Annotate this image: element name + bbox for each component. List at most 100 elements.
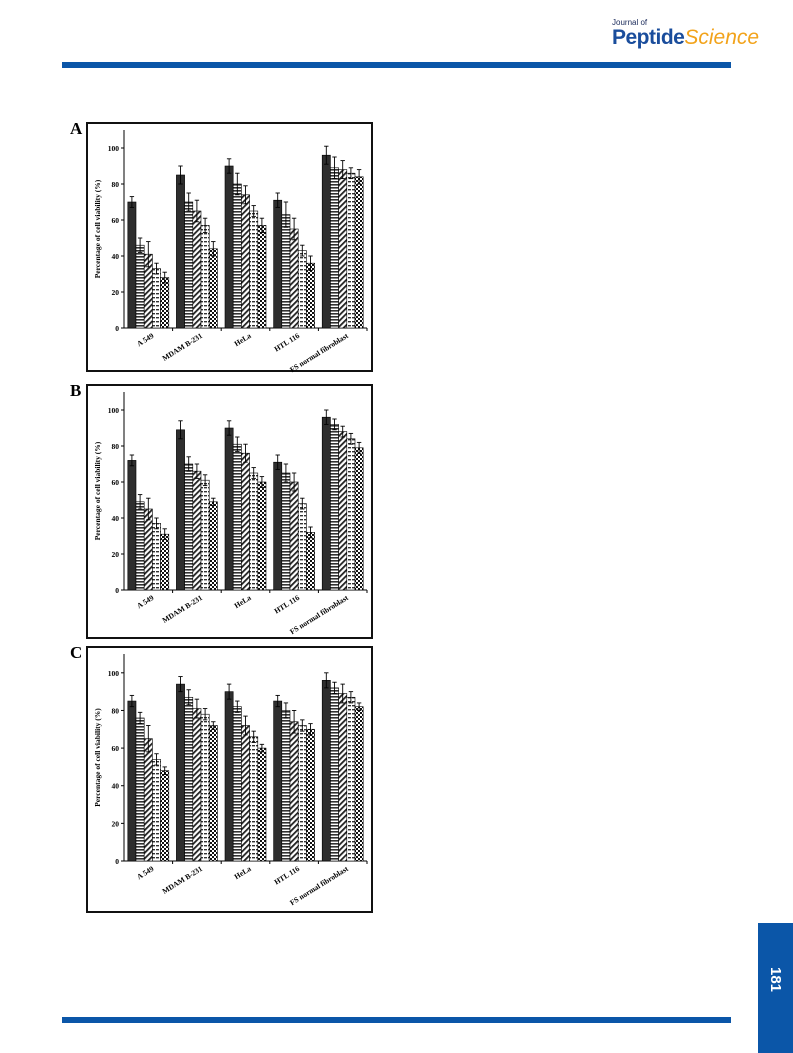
bar [176, 174, 185, 329]
bar [321, 680, 331, 862]
x-category-label: A 549 [135, 864, 155, 881]
bar [281, 472, 291, 591]
bar [192, 708, 202, 862]
chart-panel-c: 0 20 40 60 80 100 Percentage of cell viability… [86, 646, 373, 913]
bar [354, 176, 364, 329]
bar [249, 736, 259, 862]
page-number: 181 [767, 966, 784, 993]
bar [257, 481, 267, 591]
bar [346, 438, 356, 591]
bar [321, 154, 331, 329]
bar [176, 683, 185, 862]
bar [160, 277, 170, 329]
bar [232, 706, 242, 862]
bar [200, 713, 210, 862]
y-tick-label: 100 [108, 144, 120, 153]
bar [338, 693, 348, 862]
y-axis-label: Percentage of cell viability (%) [93, 708, 102, 807]
bar [176, 429, 185, 591]
bar [281, 710, 291, 862]
y-tick-label: 40 [112, 514, 120, 523]
bar [289, 481, 299, 591]
bar [208, 248, 218, 329]
bar [257, 747, 267, 862]
journal-logo: Journal of PeptideScience [612, 18, 759, 54]
bar [127, 201, 137, 329]
x-category-label: HeLa [233, 331, 253, 348]
bar [135, 717, 145, 862]
bar [241, 452, 250, 591]
y-axis-label: Percentage of cell viability (%) [93, 441, 102, 540]
chart-a-svg: 0 20 40 60 80 100 Percentage of cell viability… [93, 130, 368, 374]
bar [232, 443, 242, 591]
bar [241, 725, 250, 862]
bar [224, 691, 234, 862]
bar [338, 431, 348, 591]
bar [184, 463, 194, 591]
bar [200, 479, 210, 591]
y-tick-label: 20 [112, 288, 120, 297]
logo-wordmark: PeptideScience [612, 26, 759, 50]
panel-label-a: A [70, 119, 83, 138]
chart-b-svg: 0 20 40 60 80 100 Percentage of cell viability… [93, 392, 368, 636]
bar [330, 167, 339, 329]
bar [232, 183, 242, 329]
bar [249, 472, 259, 591]
bar [330, 424, 339, 591]
bar [143, 738, 153, 862]
y-tick-label: 80 [112, 180, 120, 189]
bar [208, 725, 218, 862]
bar [184, 201, 194, 329]
bar [346, 696, 356, 862]
y-tick-label: 80 [112, 442, 120, 451]
bar [306, 532, 315, 591]
x-category-label: A 549 [135, 593, 155, 610]
chart-c-svg: 0 20 40 60 80 100 Percentage of cell viability… [93, 654, 368, 907]
bar [281, 214, 291, 329]
bar [160, 770, 170, 862]
bar [289, 721, 299, 862]
bar [297, 250, 307, 329]
bar [160, 533, 170, 591]
logo-science: Science [684, 26, 760, 49]
x-category-label: MDAM B-231 [160, 593, 204, 625]
bar [184, 696, 194, 862]
bar [200, 225, 210, 329]
x-category-label: A 549 [135, 331, 155, 348]
y-tick-label: 60 [112, 744, 120, 753]
page-number-tab: 181 [758, 923, 793, 1053]
bar [273, 199, 283, 329]
bar [152, 268, 161, 329]
bar [289, 228, 299, 329]
y-tick-label: 0 [115, 324, 119, 333]
y-tick-label: 100 [108, 406, 120, 415]
bar [297, 725, 307, 862]
x-category-label: MDAM B-231 [160, 331, 204, 363]
bar [306, 728, 315, 862]
bar [127, 460, 137, 591]
x-category-label: MDAM B-231 [160, 864, 204, 896]
bar [249, 210, 259, 329]
panel-label-b: B [70, 381, 82, 400]
y-tick-label: 20 [112, 550, 120, 559]
bar [152, 523, 161, 591]
bar [306, 262, 315, 329]
bar [241, 194, 250, 329]
y-axis-label: Percentage of cell viability (%) [93, 179, 102, 278]
y-tick-label: 40 [112, 782, 120, 791]
logo-peptide: Peptide [612, 26, 685, 49]
x-category-label: HeLa [233, 593, 253, 610]
bar [127, 700, 137, 862]
y-tick-label: 80 [112, 706, 120, 715]
bar [346, 172, 356, 329]
bar [135, 501, 145, 591]
y-tick-label: 60 [112, 478, 120, 487]
bottom-rule [62, 1017, 731, 1023]
bar [224, 427, 234, 591]
y-tick-label: 40 [112, 252, 120, 261]
bar [338, 169, 348, 329]
top-rule [62, 62, 731, 68]
logo-journal-of: Journal of [612, 18, 648, 27]
y-tick-label: 20 [112, 819, 120, 828]
bar [143, 508, 153, 591]
